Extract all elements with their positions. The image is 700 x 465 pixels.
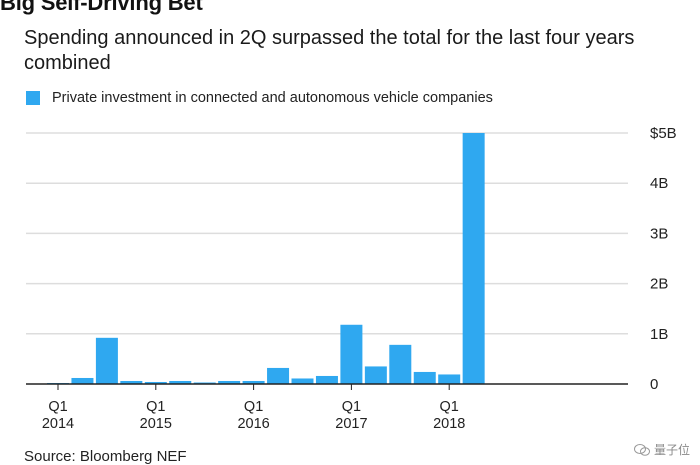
x-tick-year-label: 2014 [42, 416, 74, 432]
y-tick-label: 4B [650, 175, 668, 192]
bar [315, 375, 338, 384]
y-tick-label: $5B [650, 125, 677, 142]
x-tick-quarter-label: Q1 [342, 399, 361, 415]
wechat-icon [633, 443, 650, 456]
y-tick-label: 3B [650, 225, 668, 242]
chart-title: Big Self-Driving Bet [0, 0, 203, 15]
chart-legend: Private investment in connected and auto… [26, 90, 493, 106]
bar [364, 366, 387, 384]
bar [193, 382, 216, 384]
legend-label: Private investment in connected and auto… [52, 90, 493, 106]
x-tick-quarter-label: Q1 [244, 399, 263, 415]
y-tick-label: 1B [650, 326, 668, 343]
bar [71, 377, 94, 384]
bar [413, 371, 436, 384]
x-tick-quarter-label: Q1 [48, 399, 67, 415]
bar [389, 344, 412, 384]
bar [462, 133, 485, 384]
x-tick-year-label: 2017 [335, 416, 367, 432]
y-tick-label: 0 [650, 376, 658, 393]
bar [267, 367, 290, 384]
x-tick-quarter-label: Q1 [146, 399, 165, 415]
bar [438, 374, 461, 384]
watermark-text: 量子位 [653, 443, 690, 457]
bar [242, 380, 265, 384]
source-note: Source: Bloomberg NEF [24, 448, 187, 465]
x-tick-year-label: 2018 [433, 416, 465, 432]
y-tick-label: 2B [650, 276, 668, 293]
x-tick-year-label: 2016 [237, 416, 269, 432]
chart-subtitle: Spending announced in 2Q surpassed the t… [24, 27, 635, 74]
bar [95, 337, 118, 384]
bar [340, 324, 363, 384]
bar [120, 380, 143, 384]
x-tick-year-label: 2015 [140, 416, 172, 432]
bar [144, 381, 167, 384]
bar [291, 378, 314, 384]
bar [169, 380, 192, 384]
x-tick-quarter-label: Q1 [440, 399, 459, 415]
legend-swatch [26, 91, 40, 105]
bar [218, 380, 241, 384]
watermark: 量子位 [633, 441, 690, 458]
